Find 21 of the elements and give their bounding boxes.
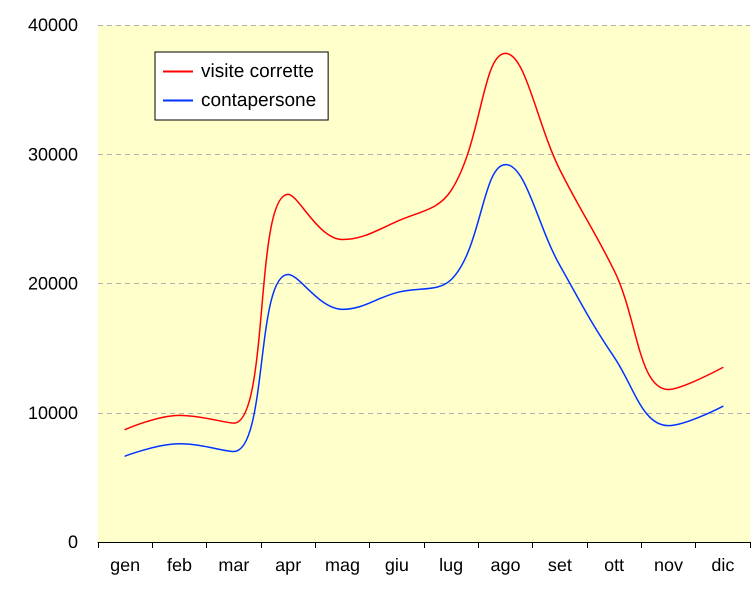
line-series bbox=[124, 52, 724, 430]
y-tick-label: 30000 bbox=[28, 144, 78, 164]
y-tick-label: 40000 bbox=[28, 15, 78, 35]
x-tick-label: feb bbox=[166, 555, 192, 575]
x-tick-label: apr bbox=[275, 555, 302, 575]
x-tick-label: set bbox=[548, 555, 572, 575]
x-tick-label: ott bbox=[604, 555, 624, 575]
x-tick-label: mar bbox=[218, 555, 250, 575]
line-series bbox=[124, 164, 724, 457]
legend-label: contapersone bbox=[201, 90, 316, 111]
y-tick-label: 20000 bbox=[28, 274, 78, 294]
x-tick-label: gen bbox=[110, 555, 140, 575]
x-tick-label: nov bbox=[654, 555, 684, 575]
x-tick-label: ago bbox=[490, 555, 521, 575]
x-tick-label: mag bbox=[324, 555, 360, 575]
y-tick-label: 0 bbox=[68, 532, 78, 552]
legend-label: visite corrette bbox=[201, 61, 314, 82]
x-tick-label: giu bbox=[384, 555, 409, 575]
y-tick-label: 10000 bbox=[28, 402, 78, 423]
x-tick-label: lug bbox=[439, 555, 464, 575]
x-tick-label: dic bbox=[711, 555, 734, 575]
